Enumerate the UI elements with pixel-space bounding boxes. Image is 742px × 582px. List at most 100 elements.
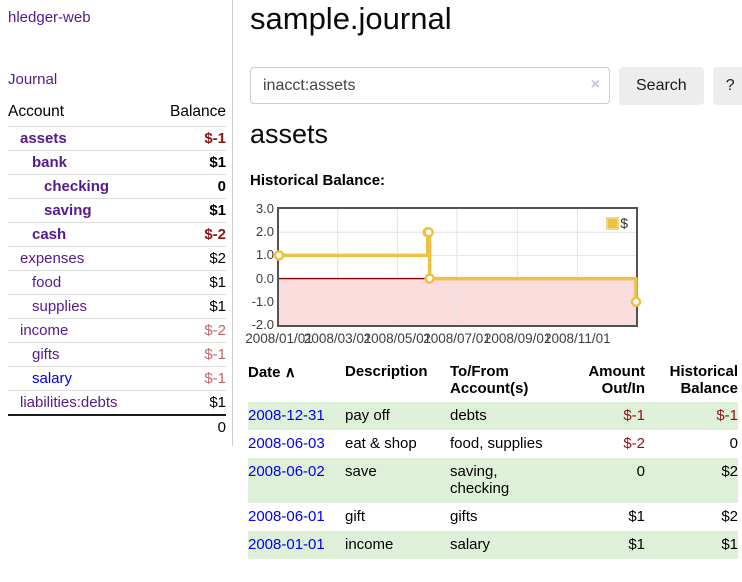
account-link-bank[interactable]: bank [32, 154, 68, 171]
legend-label: $ [620, 215, 628, 231]
transaction-amount: $-2 [623, 435, 645, 452]
search-button[interactable]: Search [619, 67, 704, 105]
account-balance: $-1 [152, 366, 226, 391]
account-balance: $-1 [152, 126, 226, 151]
page-title: sample.journal [250, 1, 452, 36]
register-row: 2008-01-01 income salary $1 $1 [248, 531, 738, 559]
x-tick-label: 2008/05/01 [363, 331, 432, 346]
account-total-row: 0 [8, 414, 226, 439]
transaction-accounts: salary [450, 536, 491, 553]
transaction-balance: $2 [721, 508, 738, 525]
transaction-date-link[interactable]: 2008-06-01 [248, 508, 325, 525]
account-balance: $1 [152, 390, 226, 415]
x-tick-label: 2008/01/01 [245, 331, 313, 346]
account-row: supplies $1 [8, 294, 226, 319]
search-form: × Search ? [250, 67, 742, 105]
chart-legend: $ [606, 215, 628, 231]
account-balance: $1 [152, 294, 226, 319]
transaction-date-link[interactable]: 2008-06-03 [248, 435, 325, 452]
register-row: 2008-06-01 gift gifts $1 $2 [248, 503, 738, 531]
y-tick-label: 3.0 [255, 201, 274, 216]
sidebar-item-journal[interactable]: Journal [8, 71, 58, 88]
clear-search-icon[interactable]: × [590, 76, 600, 93]
account-balance: $1 [152, 270, 226, 295]
account-balance: 0 [152, 174, 226, 199]
account-row: gifts $-1 [8, 342, 226, 367]
account-link-gifts[interactable]: gifts [32, 346, 60, 363]
chart-title: Historical Balance: [250, 172, 386, 189]
date-header-label: Date [248, 364, 281, 381]
transaction-description: eat & shop [345, 435, 417, 452]
main-content: sample.journal × Search ? assets Histori… [245, 0, 742, 582]
x-tick-label: 2008/09/01 [483, 331, 552, 346]
sidebar: hledger-web Journal Account Balance asse… [0, 0, 233, 446]
account-row: assets $-1 [8, 126, 226, 151]
transaction-accounts: food, supplies [450, 435, 543, 452]
transaction-balance: $2 [721, 463, 738, 480]
account-heading: assets [250, 119, 329, 149]
register-header-tofrom: To/From Account(s) [450, 363, 529, 397]
account-balance: $1 [152, 150, 226, 175]
transaction-accounts: debts [450, 407, 487, 424]
account-row: bank $1 [8, 150, 226, 175]
register-header-date[interactable]: Date ∧ [248, 361, 345, 402]
account-link-checking[interactable]: checking [44, 178, 110, 195]
account-row: salary $-1 [8, 366, 226, 391]
y-tick-label: 0.0 [255, 270, 274, 286]
account-balance: $-1 [152, 342, 226, 367]
register-header-balance: Historical Balance [669, 363, 738, 397]
account-row: liabilities:debts $1 [8, 390, 226, 415]
account-link-income[interactable]: income [20, 322, 69, 339]
register-row: 2008-06-02 save saving, checking 0 $2 [248, 458, 738, 503]
transaction-amount: $-1 [623, 407, 645, 424]
transaction-balance: $-1 [716, 407, 738, 424]
account-link-salary[interactable]: salary [32, 370, 73, 387]
register-row: 2008-06-03 eat & shop food, supplies $-2… [248, 430, 738, 458]
x-tick-label: 2008/11/01 [544, 331, 611, 346]
balance-column-header: Balance [169, 103, 226, 120]
total-balance: 0 [152, 414, 226, 439]
chart-y-axis: 3.0 2.0 1.0 0.0 -1.0 -2.0 [248, 200, 274, 332]
legend-swatch-icon [606, 216, 620, 230]
register-header-description: Description [345, 363, 428, 380]
x-tick-label: 2008/03/01 [303, 331, 372, 346]
transaction-date-link[interactable]: 2008-12-31 [248, 407, 325, 424]
help-button[interactable]: ? [712, 67, 742, 105]
account-link-food[interactable]: food [32, 274, 62, 291]
register-table: Date ∧ Description To/From Account(s) Am… [248, 361, 738, 559]
account-row: saving $1 [8, 198, 226, 223]
y-tick-label: 2.0 [255, 224, 274, 240]
account-balance-table: Account Balance assets $-1 bank $1 check… [8, 101, 226, 439]
register-header-row: Date ∧ Description To/From Account(s) Am… [248, 361, 738, 402]
y-tick-label: -2.0 [251, 317, 274, 332]
transaction-description: save [345, 463, 377, 480]
transaction-amount: $1 [628, 536, 645, 553]
account-link-saving[interactable]: saving [44, 202, 92, 219]
account-row: expenses $2 [8, 246, 226, 271]
y-tick-label: -1.0 [251, 293, 274, 309]
app-title-link[interactable]: hledger-web [8, 9, 91, 26]
account-link-liabilities-debts[interactable]: liabilities:debts [20, 394, 118, 411]
transaction-amount: 0 [636, 463, 645, 480]
account-link-cash[interactable]: cash [32, 226, 67, 243]
account-row: food $1 [8, 270, 226, 295]
account-balance: $-2 [152, 222, 226, 247]
transaction-date-link[interactable]: 2008-01-01 [248, 536, 325, 553]
transaction-date-link[interactable]: 2008-06-02 [248, 463, 325, 480]
chart-x-axis: 2008/01/01 2008/03/01 2008/05/01 2008/07/01… [245, 331, 740, 348]
transaction-balance: 0 [729, 435, 738, 452]
x-tick-label: 2008/07/01 [423, 331, 491, 346]
transaction-balance: $1 [721, 536, 738, 553]
search-input[interactable] [250, 67, 610, 104]
chart-plot[interactable]: $ [273, 207, 642, 327]
transaction-accounts: saving, checking [450, 463, 510, 497]
account-balance: $-2 [152, 318, 226, 343]
account-row: checking 0 [8, 174, 226, 199]
account-link-assets[interactable]: assets [20, 130, 67, 147]
y-tick-label: 1.0 [255, 247, 274, 263]
account-link-expenses[interactable]: expenses [20, 250, 85, 267]
account-balance: $1 [152, 198, 226, 223]
register-row: 2008-12-31 pay off debts $-1 $-1 [248, 402, 738, 430]
account-link-supplies[interactable]: supplies [32, 298, 88, 315]
transaction-amount: $1 [628, 508, 645, 525]
